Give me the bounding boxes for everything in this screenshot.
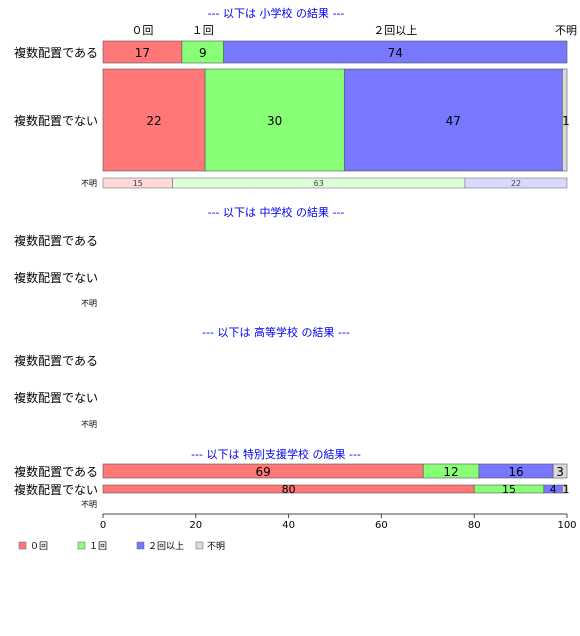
data-label-0-2-1: 63 <box>314 179 324 188</box>
data-label-3-0-2: 16 <box>508 465 523 479</box>
legend-swatch-2 <box>136 541 145 550</box>
category-header-2: ２回以上 <box>373 24 417 37</box>
legend-label-3: 不明 <box>207 541 225 552</box>
data-label-0-1-1: 30 <box>267 114 282 128</box>
group-title-2: --- 以下は 高等学校 の結果 --- <box>202 325 350 339</box>
category-header-3: 不明 <box>555 24 577 37</box>
row-label-3-0: 複数配置である <box>14 464 98 479</box>
legend-label-2: ２回以上 <box>148 541 184 552</box>
row-label-1-2: 不明 <box>81 299 97 308</box>
row-label-0-0: 複数配置である <box>14 45 98 60</box>
row-label-0-2: 不明 <box>81 179 97 188</box>
data-label-0-0-2: 74 <box>388 46 403 60</box>
bar-segment-3-0-3 <box>552 463 568 479</box>
bar-segment-3-1-3 <box>562 484 568 494</box>
legend-swatch-1 <box>77 541 86 550</box>
data-label-3-1-3: 1 <box>563 483 570 496</box>
x-tick-label-1: 20 <box>189 520 202 531</box>
row-label-2-1: 複数配置でない <box>14 390 98 405</box>
category-header-1: １回 <box>192 24 214 37</box>
x-tick-label-4: 80 <box>468 520 481 531</box>
legend-label-0: ０回 <box>30 541 48 552</box>
bar-segment-0-2-2 <box>464 177 568 189</box>
data-label-3-0-3: 3 <box>556 465 564 479</box>
data-label-0-2-0: 15 <box>133 179 143 188</box>
group-title-1: --- 以下は 中学校 の結果 --- <box>208 205 345 219</box>
data-label-0-1-3: 1 <box>562 114 570 128</box>
legend-swatch-0 <box>18 541 27 550</box>
data-label-3-0-1: 12 <box>443 465 458 479</box>
group-title-3: --- 以下は 特別支援学校 の結果 --- <box>191 447 361 461</box>
row-label-1-0: 複数配置である <box>14 233 98 248</box>
data-label-0-2-2: 22 <box>511 179 521 188</box>
data-label-0-0-0: 17 <box>135 46 150 60</box>
legend-swatch-3 <box>195 541 204 550</box>
bar-segment-0-0-2 <box>223 40 568 64</box>
category-header-0: ０回 <box>131 24 153 37</box>
data-label-3-1-2: 4 <box>550 483 557 496</box>
bar-segment-0-1-1 <box>204 68 345 172</box>
data-label-3-0-0: 69 <box>255 465 270 479</box>
row-label-3-2: 不明 <box>81 500 97 509</box>
data-label-0-1-2: 47 <box>446 114 461 128</box>
x-tick-label-2: 40 <box>282 520 295 531</box>
x-tick-label-3: 60 <box>375 520 388 531</box>
row-label-2-0: 複数配置である <box>14 353 98 368</box>
data-label-3-1-0: 80 <box>282 483 296 496</box>
x-tick-label-5: 100 <box>557 520 576 531</box>
data-label-0-1-0: 22 <box>146 114 161 128</box>
data-label-3-1-1: 15 <box>502 483 516 496</box>
legend-label-1: １回 <box>89 541 107 552</box>
bar-segment-0-1-3 <box>562 68 568 172</box>
data-label-0-0-1: 9 <box>199 46 207 60</box>
row-label-3-1: 複数配置でない <box>14 482 98 497</box>
bar-segment-0-1-2 <box>343 68 563 172</box>
row-label-1-1: 複数配置でない <box>14 270 98 285</box>
group-title-0: --- 以下は 小学校 の結果 --- <box>208 6 345 20</box>
x-tick-label-0: 0 <box>100 520 106 531</box>
row-label-0-1: 複数配置でない <box>14 113 98 128</box>
row-label-2-2: 不明 <box>81 420 97 429</box>
